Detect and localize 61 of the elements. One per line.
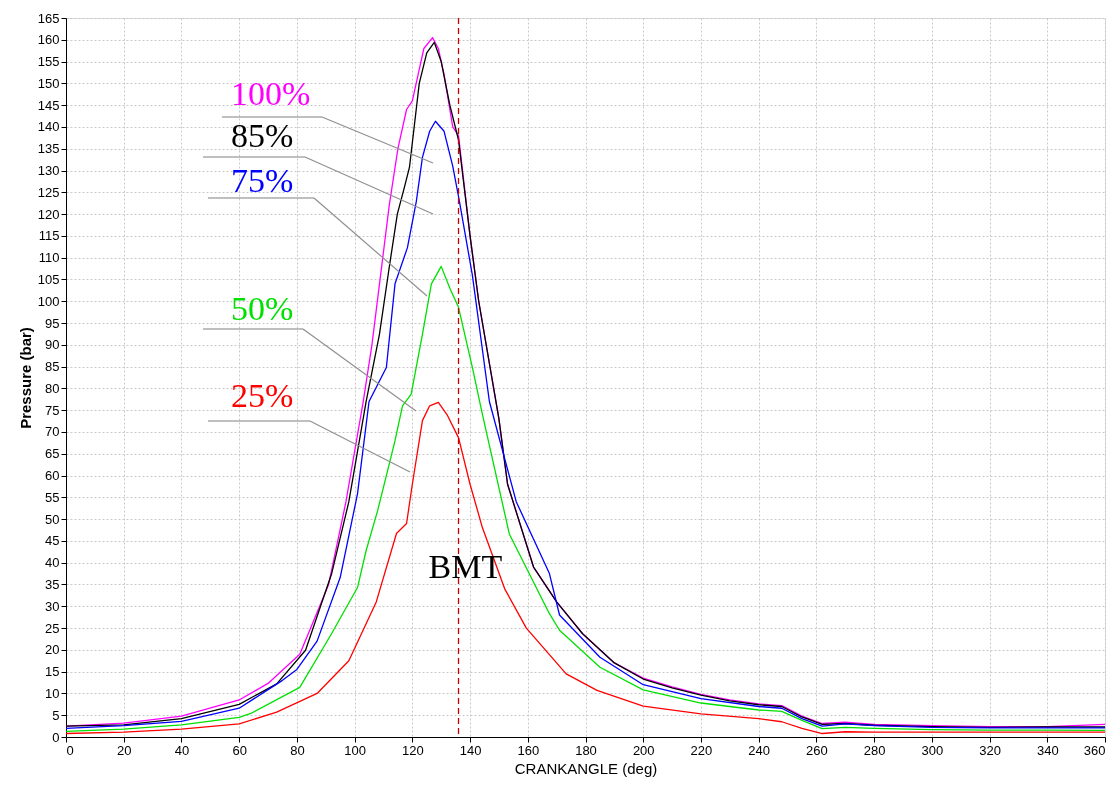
- y-tick-label: 35: [45, 576, 60, 592]
- y-tick-label: 0: [52, 729, 60, 745]
- x-tick-label: 20: [116, 742, 132, 758]
- text: 25%: [231, 377, 294, 414]
- x-tick-label: 240: [748, 742, 771, 758]
- y-tick-label: 20: [45, 642, 60, 658]
- y-axis-title: Pressure (bar): [16, 327, 34, 429]
- y-tick-label: 125: [37, 184, 60, 200]
- x-tick-label: 0: [66, 742, 74, 758]
- x-axis-title: CRANKANGLE (deg): [514, 759, 658, 777]
- text: 50%: [231, 290, 294, 327]
- y-tick-label: 80: [45, 380, 60, 396]
- x-tick-label: 140: [459, 742, 482, 758]
- x-tick-label: 80: [290, 742, 305, 758]
- y-tick-label: 30: [45, 598, 60, 614]
- y-tick-label: 135: [37, 141, 60, 157]
- y-tick-label: 15: [45, 664, 60, 680]
- y-tick-label: 25: [45, 620, 60, 636]
- y-tick-label: 10: [45, 685, 60, 701]
- text: 100%: [231, 75, 311, 112]
- y-tick-label: 65: [45, 446, 60, 462]
- x-tick-label: 200: [632, 742, 655, 758]
- y-tick-label: 145: [37, 97, 60, 113]
- y-tick-label: 70: [45, 424, 60, 440]
- y-tick-label: 40: [45, 555, 60, 571]
- x-tick-label: 180: [575, 742, 597, 758]
- x-tick-label: 300: [921, 742, 944, 758]
- y-tick-label: 140: [37, 119, 60, 135]
- x-tick-label: 280: [863, 742, 886, 758]
- y-tick-label: 55: [45, 489, 60, 505]
- y-tick-label: 85: [45, 359, 60, 375]
- y-tick-label: 75: [45, 402, 60, 418]
- x-tick-label: 40: [174, 742, 190, 758]
- y-tick-label: 110: [38, 250, 60, 266]
- y-tick-label: 95: [45, 315, 60, 331]
- y-tick-label: 45: [45, 533, 60, 549]
- x-tick-label: 120: [401, 742, 424, 758]
- text: 85%: [231, 117, 294, 154]
- x-tick-label: 320: [979, 742, 1001, 758]
- x-tick-label: 60: [232, 742, 247, 758]
- y-tick-label: 160: [37, 32, 60, 48]
- y-tick-label: 100: [37, 293, 60, 309]
- y-tick-label: 155: [37, 54, 60, 70]
- y-tick-label: 5: [52, 707, 60, 723]
- y-tick-label: 120: [37, 206, 60, 222]
- y-tick-label: 130: [37, 163, 60, 179]
- text: 75%: [231, 162, 294, 199]
- y-tick-label: 115: [38, 228, 60, 244]
- line-series: [65, 265, 1106, 732]
- y-tick-label: 105: [37, 271, 60, 287]
- y-tick-label: 50: [45, 511, 60, 527]
- x-tick-label: 260: [806, 742, 828, 758]
- x-tick-label: 340: [1036, 742, 1059, 758]
- x-tick-label: 100: [344, 742, 366, 758]
- x-tick-label: 160: [517, 742, 540, 758]
- x-tick-label: 360: [1083, 742, 1106, 758]
- x-tick-label: 220: [690, 742, 713, 758]
- y-tick-label: 60: [45, 468, 60, 484]
- y-tick-label: 90: [45, 337, 60, 353]
- y-tick-label: 150: [37, 75, 60, 91]
- y-tick-label: 165: [37, 10, 60, 26]
